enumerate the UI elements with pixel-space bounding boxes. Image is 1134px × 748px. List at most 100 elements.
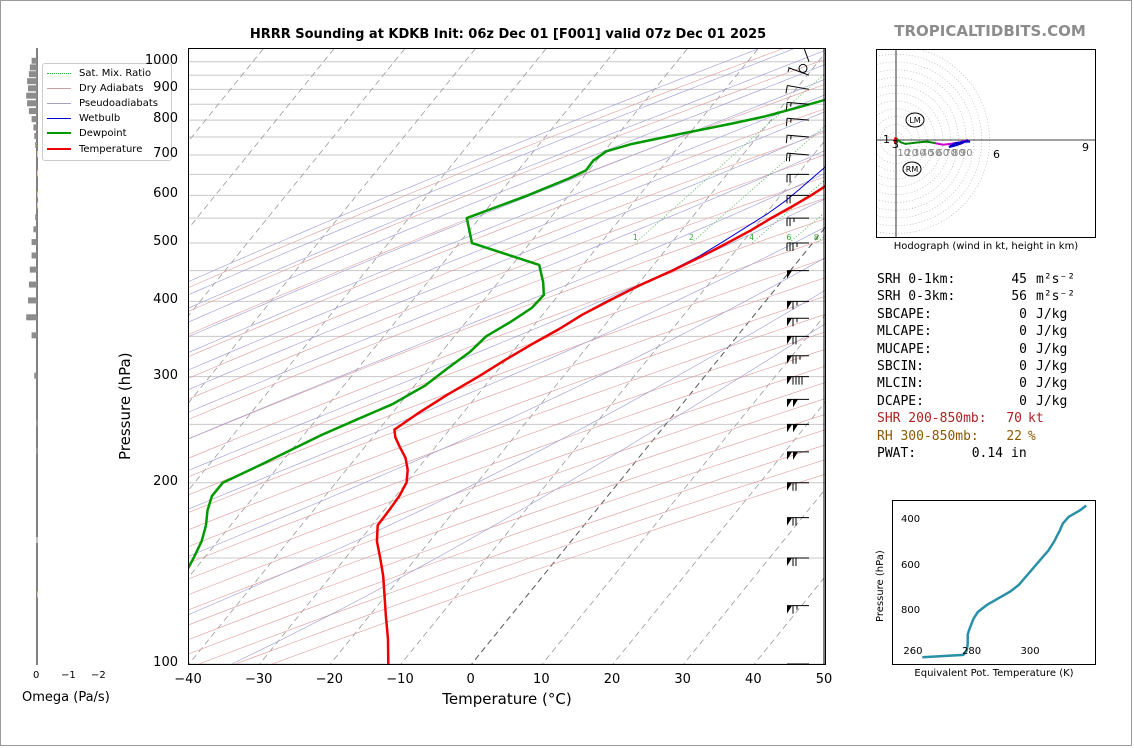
legend-item-mix: Sat. Mix. Ratio [47,66,151,80]
legend-label-wetbulb: Wetbulb [79,112,121,124]
mixing-ratio-label: 6 [786,233,791,242]
pseudoadiabat [189,94,825,353]
param-unit: J/kg [1036,376,1068,392]
mixing-ratio-label: 8 [814,233,819,242]
legend-item-pseudo: Pseudoadiabats [47,96,158,110]
theta-e-x-tick: 280 [961,646,982,657]
omega-bar [28,281,37,288]
omega-bar [29,266,37,273]
hodograph-height-label: 1 [883,133,890,146]
legend-label-mix: Sat. Mix. Ratio [79,67,152,79]
param-unit: % [1028,428,1036,444]
omega-bar [35,141,37,148]
x-tick-label: 40 [745,672,762,687]
param-name: DCAPE: [877,393,924,409]
param-value: 0 [1019,376,1027,392]
theta-e-ylabel: Pressure (hPa) [875,550,886,622]
hodograph-ring-label: 10 [897,148,910,159]
y-tick-label: 700 [153,146,178,162]
dry-adiabat [189,314,825,547]
x-tick-label: 10 [533,672,550,687]
y-tick-label: 500 [153,234,178,250]
param-name: PWAT: [877,445,917,461]
hodograph-ring-label: 20 [905,148,918,159]
dry-adiabat [189,348,825,580]
omega-bar [27,100,37,107]
sounding-series: 2F9F [189,98,825,664]
wind-barb [787,335,809,345]
dry-adiabat [189,258,825,496]
omega-bar [36,537,38,544]
wind-barb [787,355,809,364]
legend-item-wetbulb: Wetbulb [47,111,120,125]
param-name: SHR 200-850mb: [877,411,987,427]
dry-adiabat [271,473,825,664]
mixing-ratio-label: 2 [689,233,694,242]
omega-bar [33,226,37,233]
param-unit: m²s⁻² [1036,272,1076,287]
pseudoadiabat [189,64,825,323]
omega-bar [28,297,37,304]
legend-label-temperature: Temperature [79,143,143,155]
dry-adiabat [189,154,825,400]
omega-bar [35,214,37,221]
param-value: 0.14 [971,445,1003,461]
wind-barb [787,423,809,433]
legend-swatch-mix [47,72,71,74]
pseudoadiabat [189,226,825,510]
x-tick-label: −30 [244,672,273,687]
pseudoadiabats [189,49,825,664]
y-tick-label: 300 [153,367,178,383]
omega-bar [31,116,37,123]
omega-tick-2: −2 [91,670,106,681]
mixing-ratio-label: 1 [633,233,638,242]
hodograph-trace [911,140,936,145]
skewt-svg: 1246810131620243036 2F9F [189,49,825,664]
omega-panel [26,48,38,665]
theta-e-y-tick: 400 [901,514,921,526]
omega-bar [28,108,37,115]
dry-adiabat [189,277,825,513]
isotherm-line [189,49,476,403]
hodograph: 10 20 30 40 50 60 70 80 90 LM RM 1 3 6 9 [876,49,1096,238]
theta-e-profile [922,504,1087,659]
wind-barb [787,67,810,76]
wind-barb [785,152,810,162]
isotherm-line [471,226,825,664]
omega-bar [31,239,37,246]
param-name: MLCIN: [877,376,924,392]
omega-bar [31,252,37,259]
dry-adiabat [189,59,825,312]
param-value: 0 [1019,341,1027,357]
legend-swatch-dewpoint [47,132,71,134]
param-unit: J/kg [1036,324,1068,340]
wind-barb [786,242,809,252]
dry-adiabat [189,84,825,335]
omega-bar [34,133,37,140]
hodograph-caption: Hodograph (wind in kt, height in km) [893,241,1079,252]
param-value: 0 [1019,306,1027,322]
param-value: 56 [1011,289,1027,305]
theta-e-y-tick: 800 [901,604,921,616]
omega-bar [37,151,38,158]
mixing-ratio-label: 4 [749,233,754,242]
legend-item-dewpoint: Dewpoint [47,126,127,140]
param-name: SRH 0-1km: [877,272,956,287]
param-name: MLCAPE: [877,324,932,340]
isotherm-line [189,49,335,229]
legend-label-dewpoint: Dewpoint [79,127,127,139]
omega-bar [37,591,38,598]
pseudoadiabat [231,323,825,664]
legend-item-temperature: Temperature [47,142,142,156]
legend-label-pseudo: Pseudoadiabats [79,97,159,109]
hodograph-trace [893,137,898,144]
omega-bar [29,64,37,71]
omega-bar [26,314,37,321]
dry-adiabat [189,108,825,357]
pseudoadiabat [189,150,825,413]
isotherm-line [189,49,617,578]
hodograph-trace [948,139,971,148]
param-name: RH 300-850mb: [877,428,979,444]
param-unit: J/kg [1036,341,1068,357]
dry-adiabats [189,49,825,664]
